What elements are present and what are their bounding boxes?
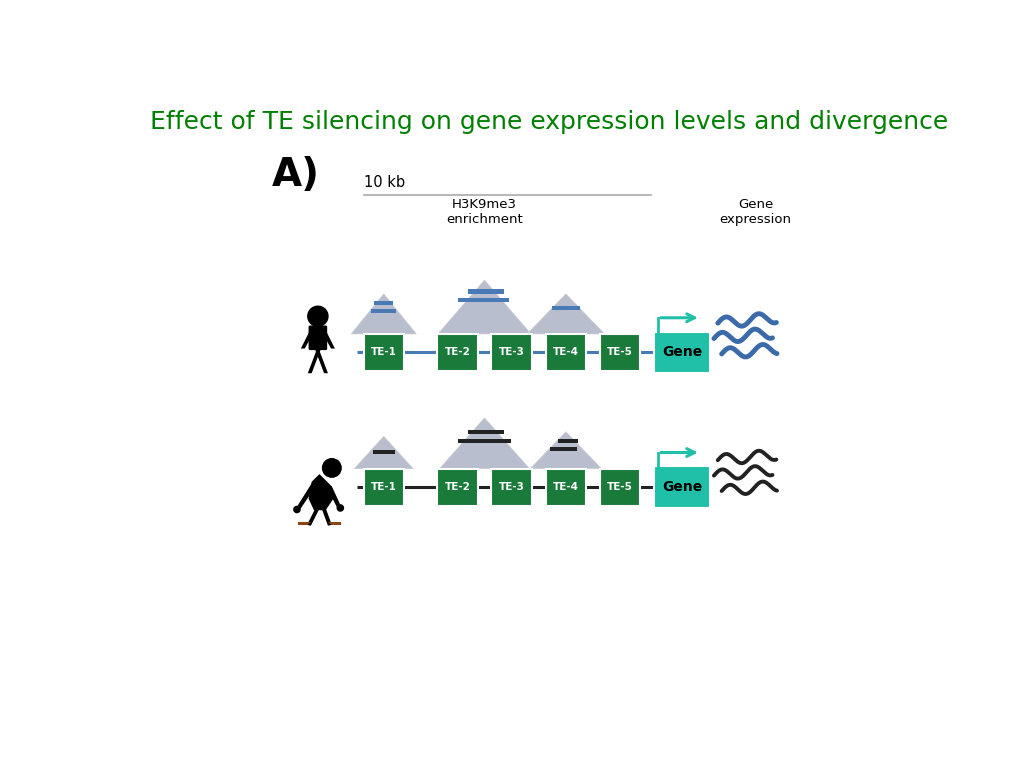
Bar bbox=[487, 298, 509, 302]
Circle shape bbox=[294, 506, 300, 512]
Circle shape bbox=[337, 505, 343, 511]
Polygon shape bbox=[322, 508, 332, 525]
Bar bbox=[375, 301, 393, 305]
Bar bbox=[550, 446, 578, 451]
FancyBboxPatch shape bbox=[546, 334, 586, 371]
Polygon shape bbox=[307, 508, 319, 525]
FancyBboxPatch shape bbox=[492, 468, 531, 505]
Circle shape bbox=[308, 306, 328, 326]
Bar bbox=[558, 439, 579, 443]
Bar bbox=[552, 306, 580, 310]
Polygon shape bbox=[301, 330, 314, 349]
Bar bbox=[372, 309, 396, 313]
Bar bbox=[486, 439, 511, 443]
Text: Gene
expression: Gene expression bbox=[720, 198, 792, 227]
Text: TE-2: TE-2 bbox=[444, 482, 470, 492]
Polygon shape bbox=[308, 474, 334, 510]
Text: TE-4: TE-4 bbox=[553, 482, 579, 492]
Polygon shape bbox=[298, 521, 311, 525]
Text: TE-3: TE-3 bbox=[499, 482, 524, 492]
Polygon shape bbox=[314, 349, 328, 373]
FancyBboxPatch shape bbox=[600, 334, 640, 371]
Bar bbox=[458, 439, 487, 443]
Text: H3K9me3
enrichment: H3K9me3 enrichment bbox=[446, 198, 523, 227]
Text: Gene: Gene bbox=[662, 346, 702, 359]
FancyBboxPatch shape bbox=[492, 334, 531, 371]
Polygon shape bbox=[351, 294, 417, 334]
Bar bbox=[468, 429, 504, 434]
Text: TE-5: TE-5 bbox=[607, 347, 633, 357]
Text: Gene: Gene bbox=[662, 480, 702, 494]
FancyBboxPatch shape bbox=[437, 334, 477, 371]
Circle shape bbox=[323, 458, 341, 477]
Polygon shape bbox=[438, 280, 531, 334]
Text: TE-1: TE-1 bbox=[371, 347, 396, 357]
Polygon shape bbox=[296, 483, 315, 509]
FancyBboxPatch shape bbox=[437, 468, 477, 505]
Polygon shape bbox=[328, 486, 341, 508]
Text: Effect of TE silencing on gene expression levels and divergence: Effect of TE silencing on gene expressio… bbox=[150, 110, 948, 134]
Polygon shape bbox=[527, 294, 604, 334]
Text: TE-4: TE-4 bbox=[553, 347, 579, 357]
FancyBboxPatch shape bbox=[654, 332, 710, 373]
Text: 10 kb: 10 kb bbox=[365, 175, 406, 190]
Text: TE-1: TE-1 bbox=[371, 482, 396, 492]
Bar bbox=[458, 298, 487, 302]
Polygon shape bbox=[322, 330, 335, 349]
FancyBboxPatch shape bbox=[654, 466, 710, 508]
Text: TE-2: TE-2 bbox=[444, 347, 470, 357]
Text: TE-3: TE-3 bbox=[499, 347, 524, 357]
Polygon shape bbox=[308, 349, 321, 373]
Polygon shape bbox=[354, 436, 414, 468]
Text: A): A) bbox=[271, 156, 319, 194]
Text: TE-5: TE-5 bbox=[607, 482, 633, 492]
Bar bbox=[373, 449, 394, 454]
FancyBboxPatch shape bbox=[546, 468, 586, 505]
FancyBboxPatch shape bbox=[600, 468, 640, 505]
Polygon shape bbox=[439, 418, 529, 468]
FancyBboxPatch shape bbox=[364, 468, 403, 505]
Polygon shape bbox=[530, 432, 601, 468]
FancyBboxPatch shape bbox=[364, 334, 403, 371]
Polygon shape bbox=[328, 521, 341, 525]
Bar bbox=[468, 290, 504, 293]
FancyBboxPatch shape bbox=[308, 326, 328, 350]
